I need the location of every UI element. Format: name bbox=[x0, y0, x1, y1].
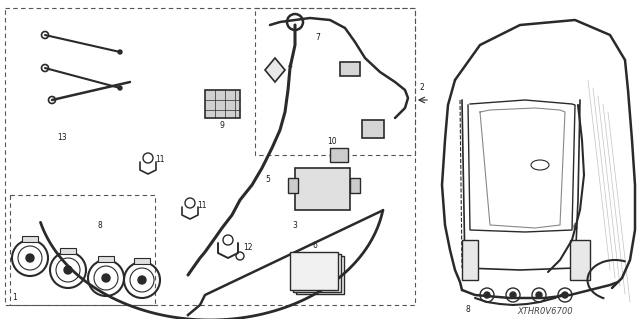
Text: 1: 1 bbox=[13, 293, 17, 302]
Text: XTHR0V6700: XTHR0V6700 bbox=[517, 308, 573, 316]
Bar bbox=[288, 178, 298, 193]
Circle shape bbox=[64, 266, 72, 274]
Bar bbox=[205, 90, 240, 118]
Bar bbox=[570, 240, 590, 280]
Bar bbox=[10, 195, 155, 305]
Text: 4: 4 bbox=[287, 61, 292, 70]
Bar bbox=[295, 168, 350, 210]
Bar bbox=[350, 178, 360, 193]
Text: 11: 11 bbox=[156, 155, 164, 165]
Bar bbox=[290, 252, 338, 290]
Bar bbox=[296, 256, 344, 294]
Polygon shape bbox=[265, 58, 285, 82]
Text: 3: 3 bbox=[292, 220, 298, 229]
Bar bbox=[60, 248, 76, 254]
Text: 11: 11 bbox=[197, 201, 207, 210]
Bar bbox=[293, 254, 341, 292]
Text: 8: 8 bbox=[466, 306, 470, 315]
Text: 10: 10 bbox=[327, 137, 337, 146]
Bar bbox=[362, 120, 384, 138]
Bar bbox=[98, 256, 114, 262]
Text: 13: 13 bbox=[57, 133, 67, 143]
Circle shape bbox=[118, 50, 122, 54]
Text: 6: 6 bbox=[312, 241, 317, 249]
Circle shape bbox=[118, 86, 122, 90]
Bar bbox=[462, 240, 478, 280]
Circle shape bbox=[102, 274, 110, 282]
Circle shape bbox=[26, 254, 34, 262]
Circle shape bbox=[484, 292, 490, 298]
Bar bbox=[5, 8, 415, 305]
Text: 9: 9 bbox=[220, 121, 225, 130]
Circle shape bbox=[138, 276, 146, 284]
Bar bbox=[330, 148, 348, 162]
Text: 7: 7 bbox=[316, 33, 321, 42]
Bar bbox=[255, 8, 415, 155]
Circle shape bbox=[562, 292, 568, 298]
Bar bbox=[340, 62, 360, 76]
Text: 8: 8 bbox=[98, 220, 102, 229]
Text: 6: 6 bbox=[573, 224, 577, 233]
Circle shape bbox=[510, 292, 516, 298]
Text: 12: 12 bbox=[243, 243, 253, 253]
Text: 5: 5 bbox=[266, 175, 271, 184]
Bar bbox=[134, 258, 150, 264]
Circle shape bbox=[536, 292, 542, 298]
Text: 2: 2 bbox=[420, 84, 424, 93]
Bar bbox=[22, 236, 38, 242]
